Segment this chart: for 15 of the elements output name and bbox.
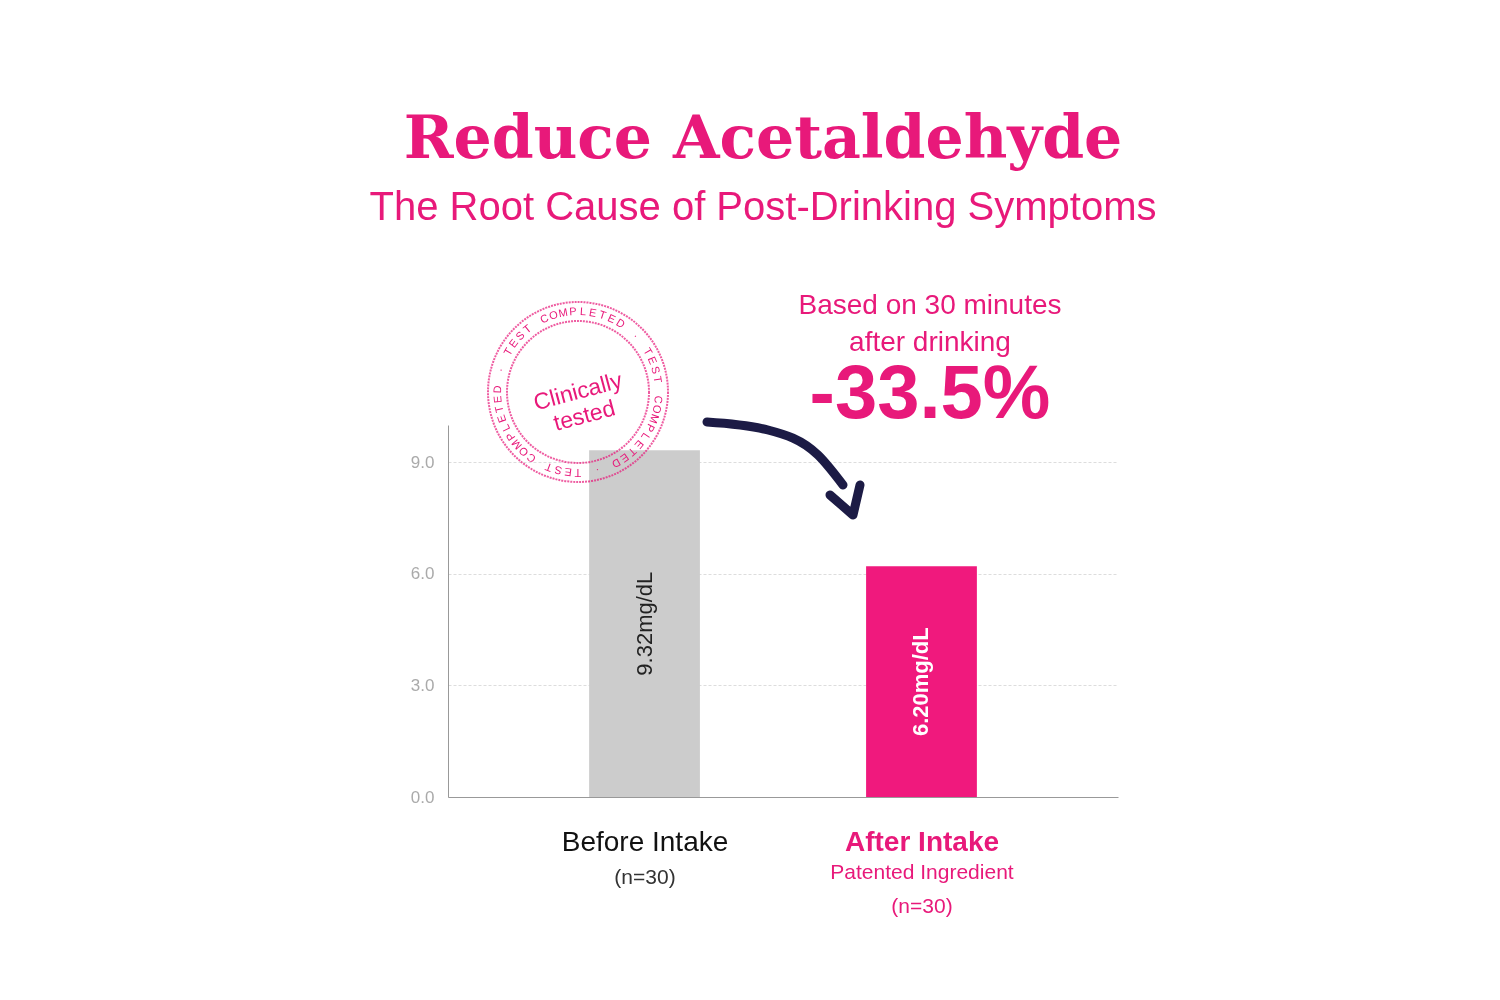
y-tick-label: 0.0 xyxy=(410,787,435,807)
text: (n=30) xyxy=(614,865,676,888)
x-tick-label: Before Intake xyxy=(561,826,729,857)
chart-subtitle: The Root Cause of Post-Drinking Symptoms xyxy=(369,184,1157,228)
chart-title: Reduce Acetaldehyde xyxy=(403,102,1123,172)
text: (n=30) xyxy=(891,894,953,917)
y-tick-label: 3.0 xyxy=(410,675,435,695)
y-tick-label: 9.0 xyxy=(410,452,435,472)
y-tick-label: 6.0 xyxy=(410,564,435,584)
annotation: Clinically tested xyxy=(530,366,626,436)
x-tick-label: After Intake xyxy=(844,826,1000,857)
data-label: 6.20mg/dL xyxy=(908,627,934,737)
text: Based on 30 minutes xyxy=(798,289,1062,320)
text: Patented Ingredient xyxy=(830,860,1014,883)
data-label: 9.32mg/dL xyxy=(631,571,657,676)
